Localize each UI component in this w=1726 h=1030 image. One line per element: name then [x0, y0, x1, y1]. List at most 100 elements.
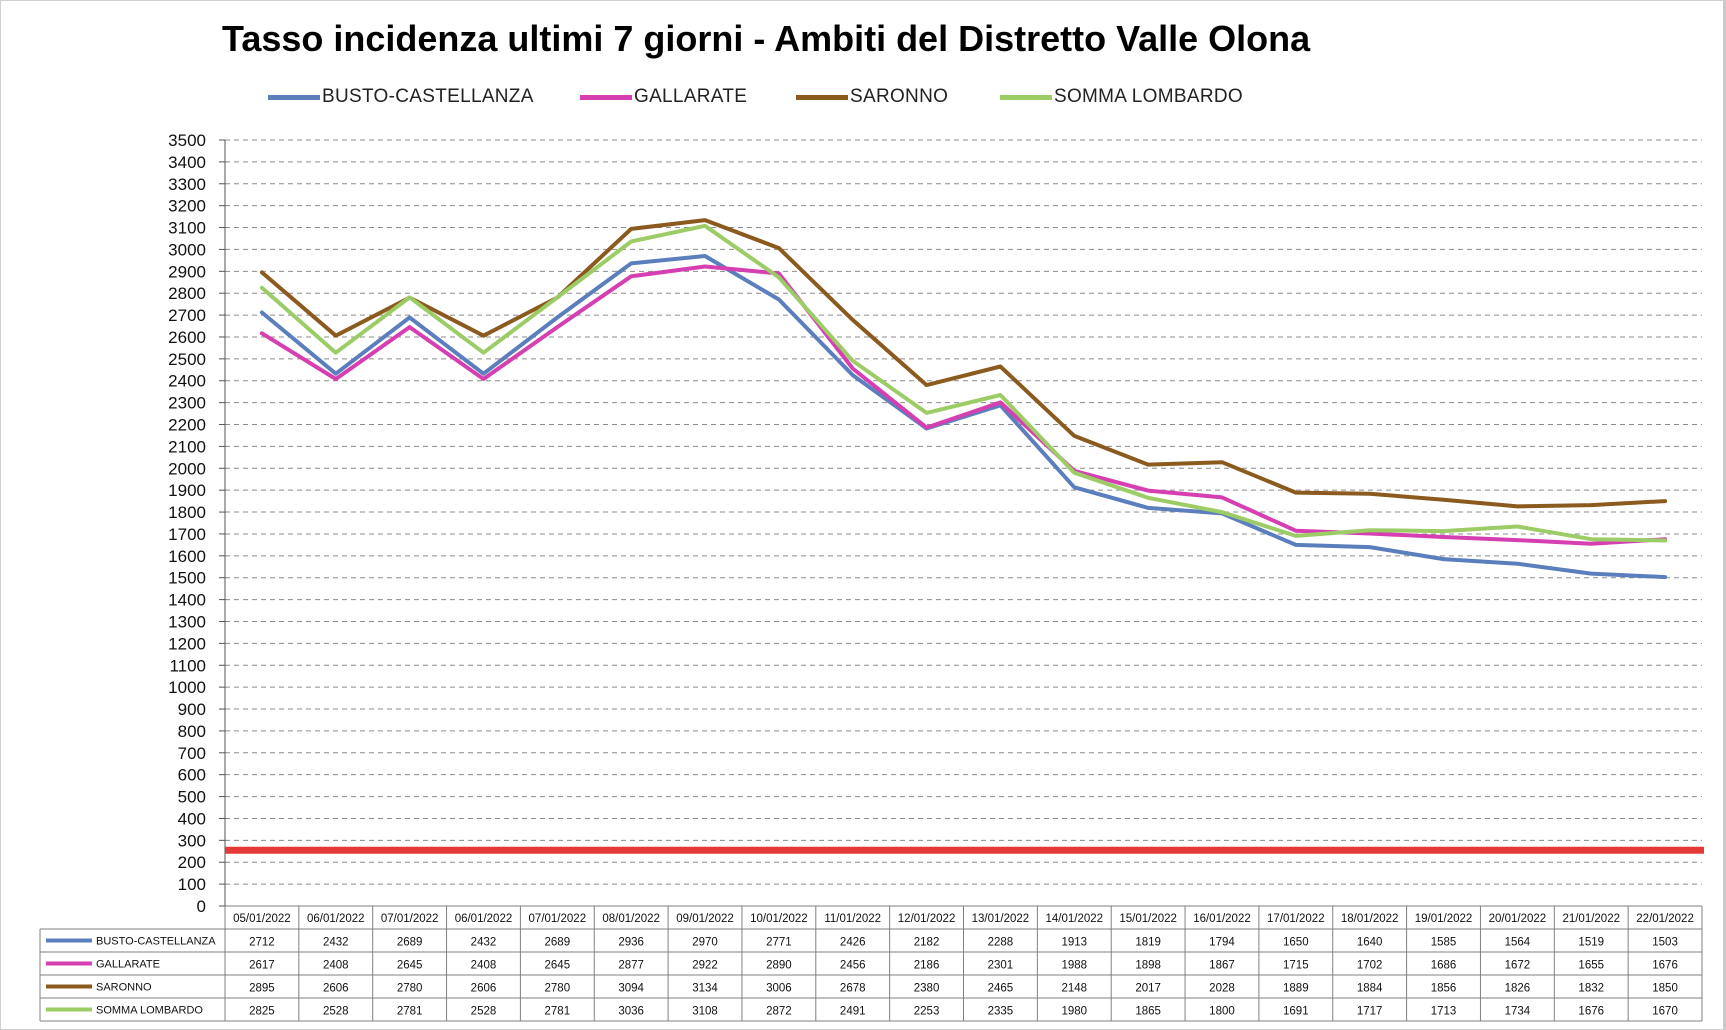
- x-category-label: 14/01/2022: [1045, 913, 1103, 925]
- y-tick-label: 300: [178, 831, 206, 850]
- y-tick-label: 500: [178, 788, 206, 807]
- table-cell-value: 1672: [1505, 960, 1531, 972]
- y-tick-label: 0: [197, 897, 206, 916]
- y-tick-labels: 0 100 200 300 400 500 600 700 800 900 1000 1100 1200…: [168, 131, 206, 916]
- x-category-label: 09/01/2022: [676, 913, 734, 925]
- table-cell-value: 2922: [692, 960, 718, 972]
- legend-label: SARONNO: [850, 86, 949, 107]
- table-cell-value: 1913: [1061, 937, 1087, 949]
- series-line-gallarate: [259, 264, 1668, 546]
- y-tick-label: 2600: [168, 328, 206, 347]
- table-cell-value: 2872: [766, 1006, 792, 1018]
- table-cell-value: 3094: [618, 983, 644, 995]
- y-tick-label: 800: [178, 722, 206, 741]
- x-category-label: 06/01/2022: [455, 913, 513, 925]
- x-category-label: 17/01/2022: [1267, 913, 1325, 925]
- table-cell-value: 2253: [914, 1006, 940, 1018]
- table-cell-value: 2890: [766, 960, 792, 972]
- table-cell-value: 1856: [1431, 983, 1457, 995]
- table-cell-value: 1898: [1135, 960, 1161, 972]
- legend-item: GALLARATE: [580, 82, 747, 112]
- y-tick-label: 2800: [168, 284, 206, 303]
- table-cell-value: 1734: [1505, 1006, 1531, 1018]
- table-row-label: SOMMA LOMBARDO: [96, 1005, 203, 1017]
- table-cell-value: 2877: [618, 960, 644, 972]
- table-cell-value: 2895: [249, 983, 275, 995]
- x-category-label: 10/01/2022: [750, 913, 808, 925]
- table-cell-value: 2465: [988, 983, 1014, 995]
- table-cell-value: 2781: [545, 1006, 571, 1018]
- y-tick-label: 2000: [168, 459, 206, 478]
- table-row-label: SARONNO: [96, 982, 152, 994]
- table-cell-value: 2780: [545, 983, 571, 995]
- legend-label: GALLARATE: [634, 86, 748, 107]
- table-cell-value: 2689: [397, 937, 423, 949]
- table-row-label: BUSTO-CASTELLANZA: [96, 936, 216, 948]
- table-cell-value: 2456: [840, 960, 866, 972]
- x-category-label: 12/01/2022: [898, 913, 956, 925]
- table-cell-value: 2678: [840, 983, 866, 995]
- y-tick-label: 3200: [168, 197, 206, 216]
- series-line-saronno: [259, 218, 1668, 509]
- series-lines: [259, 218, 1668, 580]
- x-category-label: 22/01/2022: [1636, 913, 1694, 925]
- y-tick-label: 2100: [168, 437, 206, 456]
- table-cell-value: 2780: [397, 983, 423, 995]
- table-cell-value: 1850: [1652, 983, 1678, 995]
- legend-label: BUSTO-CASTELLANZA: [322, 86, 534, 107]
- legend: BUSTO-CASTELLANZA GALLARATE SARONNO SOMMA L…: [268, 82, 1568, 112]
- table-cell-value: 1865: [1135, 1006, 1161, 1018]
- table-cell-value: 2148: [1061, 983, 1087, 995]
- table-cell-value: 2186: [914, 960, 940, 972]
- table-cell-value: 2408: [471, 960, 497, 972]
- table-cell-value: 1867: [1209, 960, 1235, 972]
- y-tick-label: 2200: [168, 416, 206, 435]
- y-tick-label: 1900: [168, 481, 206, 500]
- y-tick-label: 1500: [168, 569, 206, 588]
- y-tick-label: 1000: [168, 678, 206, 697]
- legend-swatch: [580, 94, 632, 100]
- x-category-label: 08/01/2022: [602, 913, 660, 925]
- x-category-label: 07/01/2022: [381, 913, 439, 925]
- table-cell-value: 2288: [988, 937, 1014, 949]
- table-cell-value: 1988: [1061, 960, 1087, 972]
- table-cell-value: 2432: [471, 937, 497, 949]
- legend-swatch: [268, 94, 320, 100]
- x-category-label: 13/01/2022: [972, 913, 1030, 925]
- y-tick-label: 2700: [168, 306, 206, 325]
- table-cell-value: 1717: [1357, 1006, 1383, 1018]
- table-cell-value: 1826: [1505, 983, 1531, 995]
- y-tick-label: 1400: [168, 591, 206, 610]
- table-cell-value: 1503: [1652, 937, 1678, 949]
- table-cell-value: 2017: [1135, 983, 1161, 995]
- table-cell-value: 2028: [1209, 983, 1235, 995]
- y-tick-label: 3300: [168, 175, 206, 194]
- table-cell-value: 2606: [323, 983, 349, 995]
- table-cell-value: 2335: [988, 1006, 1014, 1018]
- table-cell-value: 2182: [914, 937, 940, 949]
- y-tick-label: 200: [178, 853, 206, 872]
- y-tick-label: 3100: [168, 219, 206, 238]
- y-tick-label: 2400: [168, 372, 206, 391]
- table-cell-value: 1884: [1357, 983, 1383, 995]
- table-cell-value: 1519: [1578, 937, 1604, 949]
- x-category-label: 15/01/2022: [1119, 913, 1177, 925]
- y-tick-label: 2900: [168, 262, 206, 281]
- table-cell-value: 1800: [1209, 1006, 1235, 1018]
- x-category-label: 07/01/2022: [529, 913, 587, 925]
- x-category-label: 21/01/2022: [1562, 913, 1620, 925]
- x-category-label: 18/01/2022: [1341, 913, 1399, 925]
- table-cell-value: 1670: [1652, 1006, 1678, 1018]
- table-cell-value: 2380: [914, 983, 940, 995]
- legend-swatch: [796, 94, 848, 100]
- table-cell-value: 1686: [1431, 960, 1457, 972]
- chart-title: Tasso incidenza ultimi 7 giorni - Ambiti…: [222, 18, 1311, 59]
- table-cell-value: 2645: [397, 960, 423, 972]
- legend-label: SOMMA LOMBARDO: [1054, 86, 1243, 107]
- legend-item: SOMMA LOMBARDO: [1000, 82, 1243, 112]
- x-category-label: 19/01/2022: [1415, 913, 1473, 925]
- legend-item: BUSTO-CASTELLANZA: [268, 82, 534, 112]
- table-cell-value: 2408: [323, 960, 349, 972]
- table-cell-value: 2426: [840, 937, 866, 949]
- table-cell-value: 1832: [1578, 983, 1604, 995]
